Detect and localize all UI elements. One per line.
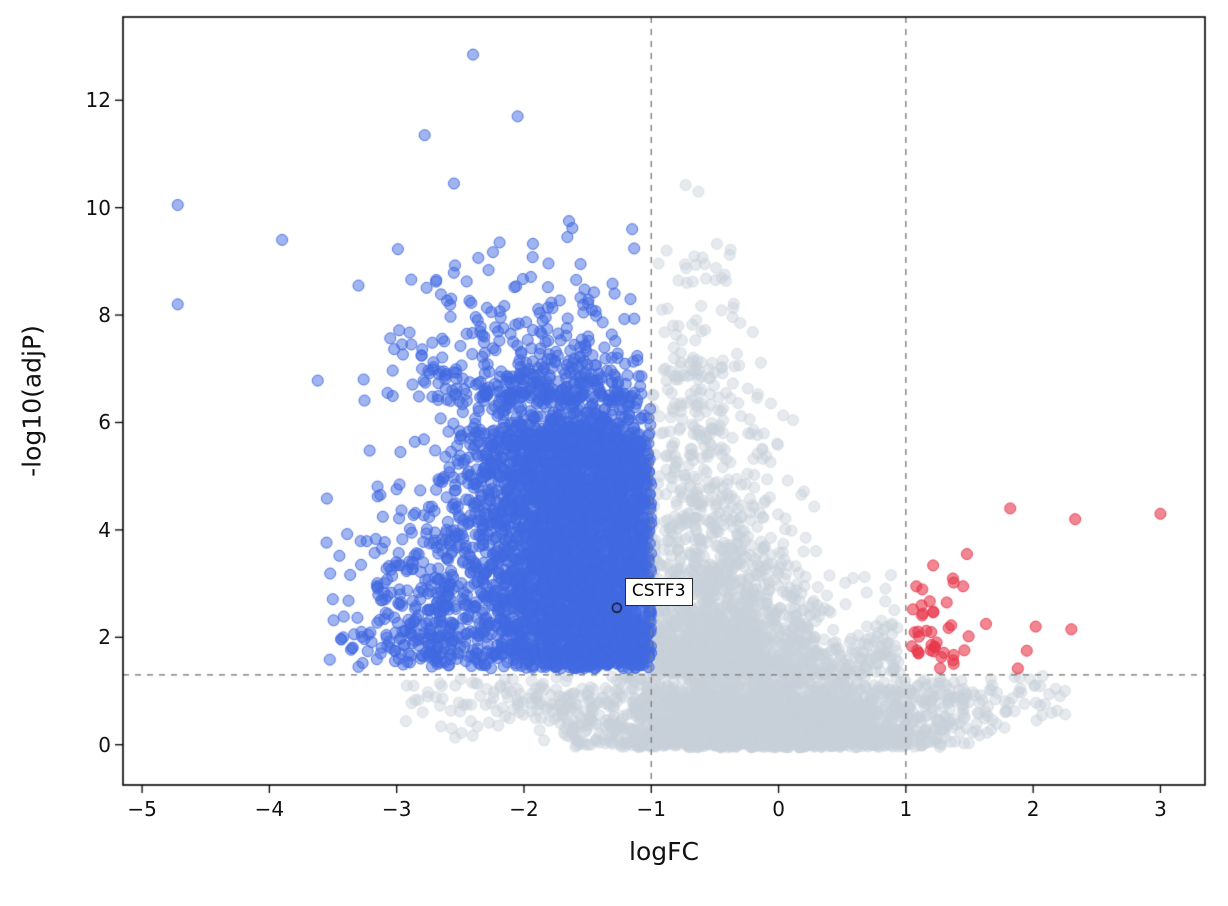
y-tick-label: 0: [98, 732, 111, 757]
x-tick-label: −4: [254, 797, 285, 821]
x-tick-label: −1: [636, 797, 667, 821]
y-tick-label: 10: [85, 195, 111, 220]
y-tick-label: 2: [98, 625, 111, 650]
y-tick-label: 8: [98, 303, 111, 328]
y-tick-label: 4: [98, 517, 111, 542]
x-axis-title: logFC: [629, 837, 699, 866]
x-tick-label: 0: [772, 797, 785, 821]
y-axis-title: -log10(adjP): [17, 325, 47, 477]
y-tick-label: 6: [98, 410, 111, 435]
x-tick-label: −2: [509, 797, 539, 821]
gene-annotation-label: CSTF3: [624, 577, 693, 606]
y-tick-label: 12: [85, 88, 111, 113]
x-tick-label: 1: [899, 797, 913, 821]
x-tick-label: 3: [1154, 797, 1167, 821]
x-tick-label: −3: [381, 797, 412, 821]
x-tick-label: 2: [1026, 797, 1040, 821]
x-tick-label: −5: [127, 797, 157, 821]
